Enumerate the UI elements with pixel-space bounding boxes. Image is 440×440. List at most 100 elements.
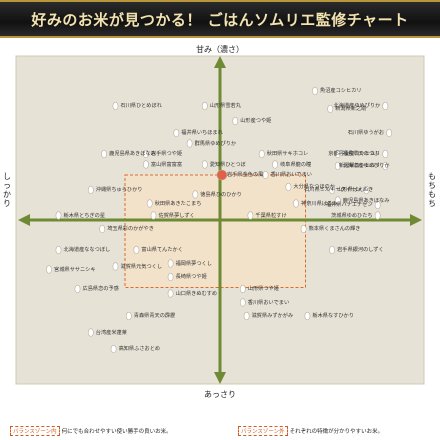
arrow-right <box>410 214 422 226</box>
rice-grain-point <box>327 104 334 114</box>
point-label: 富山県富富富 <box>150 161 183 168</box>
point-label: 山口県きぬむすめ <box>175 290 218 297</box>
rice-grain-point <box>74 284 81 294</box>
point-label: 山形産つや姫 <box>240 118 272 124</box>
rice-grain-point <box>192 190 199 199</box>
rice-grain-point <box>363 185 370 195</box>
rice-grain-point <box>334 196 341 205</box>
rice-grain-point <box>232 116 239 126</box>
rice-grain-point <box>243 311 250 321</box>
rice-grain-point <box>262 170 269 180</box>
rice-grain-point <box>374 200 381 210</box>
rice-grain-point <box>167 289 174 298</box>
point-label: 埼玉県彩のかがやき <box>107 226 154 232</box>
rice-grain-point <box>334 161 341 171</box>
point-label: 福井県ハナエチゼン <box>325 202 373 208</box>
point-label: 長崎県つや姫 <box>175 274 207 280</box>
point-label: 魚沼産コシヒカリ <box>320 88 362 94</box>
point-label: 滋賀県元気つくし <box>120 263 163 270</box>
point-label: 滋賀県みずかがみ <box>251 313 294 319</box>
point-label: 大分県なつほのか <box>293 184 335 190</box>
point-label: 岩手県金色の風 <box>226 172 264 178</box>
rice-grain-point <box>99 224 106 234</box>
point-label: 福岡県夢つくし <box>175 260 212 267</box>
point-label: 鹿児島県あきほなみ <box>342 197 390 204</box>
legend-outside-tag: バランスゾーン外 <box>238 426 288 436</box>
rice-grain-point <box>329 245 335 255</box>
point-label: 青森県青天の霹靂 <box>133 313 176 319</box>
legend-balance-tag: バランスゾーン内 <box>10 426 60 436</box>
point-label: 岐阜県龍の瞳 <box>280 161 312 168</box>
point-label: 北海道産ゆめぴりか <box>342 163 390 169</box>
rice-grain-point <box>173 128 180 138</box>
legend-balance: バランスゾーン内 何にでも合わせやすい使い勝手の良いお米。 <box>10 426 172 436</box>
rice-grain-point <box>239 298 246 307</box>
point-label: 徳島県ひのひかり <box>200 191 242 198</box>
rice-grain-point <box>216 169 228 181</box>
rice-grain-point <box>293 199 299 208</box>
rice-grain-point <box>55 245 62 255</box>
rice-grain-point <box>87 328 94 337</box>
point-label: 新潟県コシヒカリ <box>338 163 381 169</box>
rice-grain-point <box>329 185 335 195</box>
point-label: 新潟県新之助 <box>335 106 367 112</box>
point-label: 群馬県ゆめぴりか <box>194 140 237 147</box>
point-label: 北海道産ゆめぴりか <box>333 103 381 109</box>
point-label: 石川県ゆうがお <box>347 130 385 136</box>
balance-zone <box>124 174 306 288</box>
arrow-top <box>214 56 226 68</box>
point-label: 秋田県あきたこまち <box>154 200 202 207</box>
point-label: 神奈川県はるみ <box>301 200 338 207</box>
point-label: 北海道産ななつぼし <box>63 247 111 253</box>
axis-label-top: 甘み（濃さ） <box>196 45 244 54</box>
axis-label-left: しっかり <box>3 172 11 208</box>
rice-grain-point <box>312 86 318 96</box>
point-label: 富山県てんたかく <box>141 247 183 253</box>
point-label: 栃木県なすひかり <box>312 313 354 319</box>
rice-grain-point <box>167 259 174 268</box>
axis-label-right: もちもち <box>428 172 436 208</box>
rice-grain-point <box>334 149 341 159</box>
legend-outside: バランスゾーン外 それぞれの特徴が分かりやすいお米。 <box>238 426 383 436</box>
point-label: 熊本県くまさんの輝き <box>308 226 361 232</box>
point-label: 茨城県ゆめひたち <box>331 212 373 219</box>
point-label: 山形県はえぬき <box>337 187 374 193</box>
legend-outside-text: それぞれの特徴が分かりやすいお米。 <box>289 429 384 435</box>
rice-grain-point <box>87 185 94 195</box>
point-label: 佐賀県夢しずく <box>158 212 195 219</box>
point-label: 鹿児島県あきほなみ <box>109 151 156 157</box>
point-label: 山形県雪若丸 <box>209 103 241 109</box>
point-label: 福井県いちほまれ <box>181 130 223 136</box>
rice-grain-point <box>112 101 119 111</box>
rice-grain-point <box>133 245 140 255</box>
rice-grain-point <box>300 224 307 234</box>
rice-grain-point <box>167 272 174 282</box>
point-label: 香川県おいでまい <box>247 299 290 306</box>
arrow-bottom <box>214 372 226 384</box>
rice-grain-point <box>55 211 62 220</box>
point-label: 沖縄県ちゅらひかり <box>95 187 143 193</box>
point-label: 千葉県粒すけ <box>255 212 287 219</box>
point-label: 台湾産米蓬莱 <box>95 329 127 336</box>
point-label: 香川県おいでまい <box>270 172 312 178</box>
page-title: 好みのお米が見つかる！ ごはんソムリエ監修チャート <box>31 10 409 29</box>
legend-balance-text: 何にでも合わせやすい使い勝手の良いお米。 <box>61 429 172 435</box>
rice-grain-point <box>304 311 311 321</box>
point-label: 石川県ひとめぼれ <box>120 103 162 109</box>
point-label: 広島県恋の予感 <box>82 286 119 292</box>
rice-grain-point <box>258 149 265 159</box>
rice-grain-point <box>382 101 389 111</box>
rice-grain-point <box>101 149 107 159</box>
axis-label-bottom: あっさり <box>204 390 236 399</box>
rice-grain-point <box>142 149 149 159</box>
rice-grain-point <box>201 160 208 169</box>
point-label: 石川県ミルキークイーン <box>304 187 361 193</box>
rice-grain-point <box>150 211 157 220</box>
point-label: 山形県つや姫 <box>247 286 279 292</box>
rice-grain-point <box>201 101 208 111</box>
point-label: 岩手県銀河のしずく <box>337 247 384 253</box>
rice-grain-point <box>374 211 381 220</box>
rice-grain-point <box>46 265 52 274</box>
